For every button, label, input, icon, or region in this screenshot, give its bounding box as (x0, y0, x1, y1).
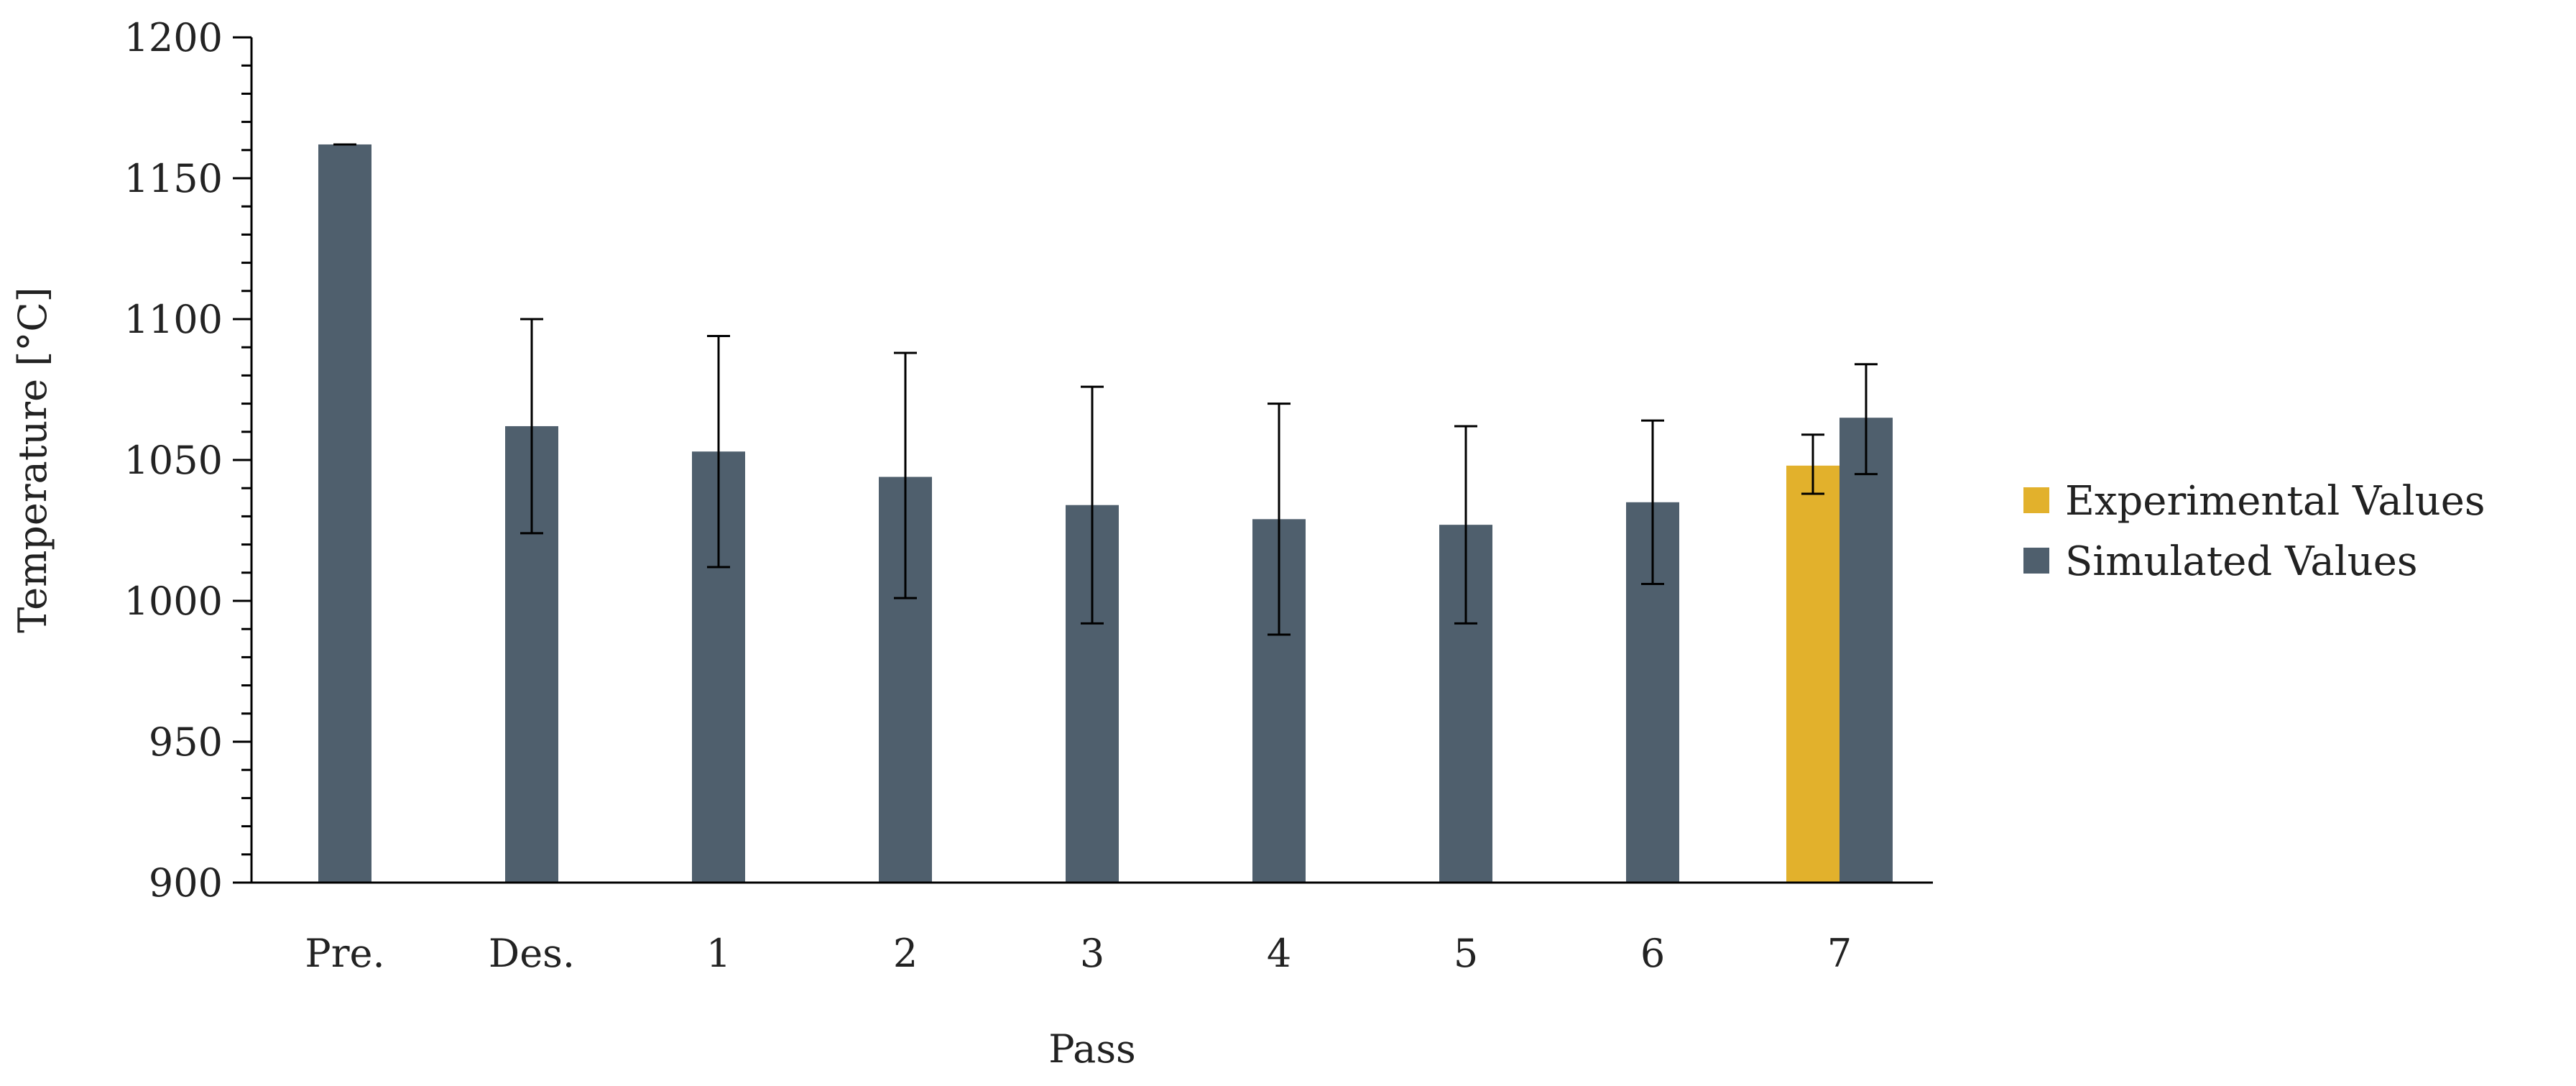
y-tick-label: 1000 (124, 579, 223, 624)
x-tick-label: 6 (1640, 931, 1665, 976)
x-tick-label: 5 (1454, 931, 1478, 976)
error-bar-simulated (1268, 402, 1291, 636)
legend: Experimental Values Simulated Values (2023, 478, 2485, 585)
y-tick-label: 900 (149, 860, 223, 906)
x-tick-label: Des. (489, 931, 575, 976)
error-bar-simulated (1454, 425, 1477, 625)
error-bar-simulated (894, 351, 917, 599)
error-bar-simulated (520, 318, 543, 535)
x-tick-label: 3 (1080, 931, 1104, 976)
error-bar-simulated (1855, 363, 1878, 476)
x-tick-label: 1 (706, 931, 731, 976)
error-bar-simulated (707, 335, 730, 569)
error-bar-simulated (1641, 419, 1664, 585)
y-tick-label: 1200 (124, 15, 223, 60)
legend-swatch-experimental (2023, 487, 2049, 513)
y-tick-label: 1150 (124, 156, 223, 201)
x-ticks: Pre. Des. 1 2 3 4 5 6 7 (305, 931, 1852, 976)
bar-simulated (1839, 418, 1893, 883)
x-tick-label: 4 (1267, 931, 1291, 976)
bar-experimental (1786, 465, 1839, 883)
bars-layer (318, 144, 1893, 883)
x-axis-title: Pass (1048, 1026, 1136, 1072)
y-tick-label: 950 (149, 719, 223, 765)
y-tick-label: 1050 (124, 438, 223, 483)
x-tick-label: 7 (1827, 931, 1852, 976)
y-axis-title: Temperature [°C] (10, 287, 55, 632)
y-tick-label: 1100 (124, 297, 223, 342)
error-bars-layer (333, 143, 1878, 636)
legend-label-simulated: Simulated Values (2065, 538, 2418, 585)
legend-label-experimental: Experimental Values (2065, 478, 2485, 525)
x-tick-label: 2 (893, 931, 918, 976)
y-ticks: 900 950 1000 1050 1100 1150 1200 (124, 15, 251, 906)
x-tick-label: Pre. (305, 931, 384, 976)
error-bar-simulated (1081, 385, 1104, 625)
legend-swatch-simulated (2023, 548, 2049, 574)
error-bar-experimental (1801, 433, 1824, 495)
bar-simulated (318, 144, 371, 883)
